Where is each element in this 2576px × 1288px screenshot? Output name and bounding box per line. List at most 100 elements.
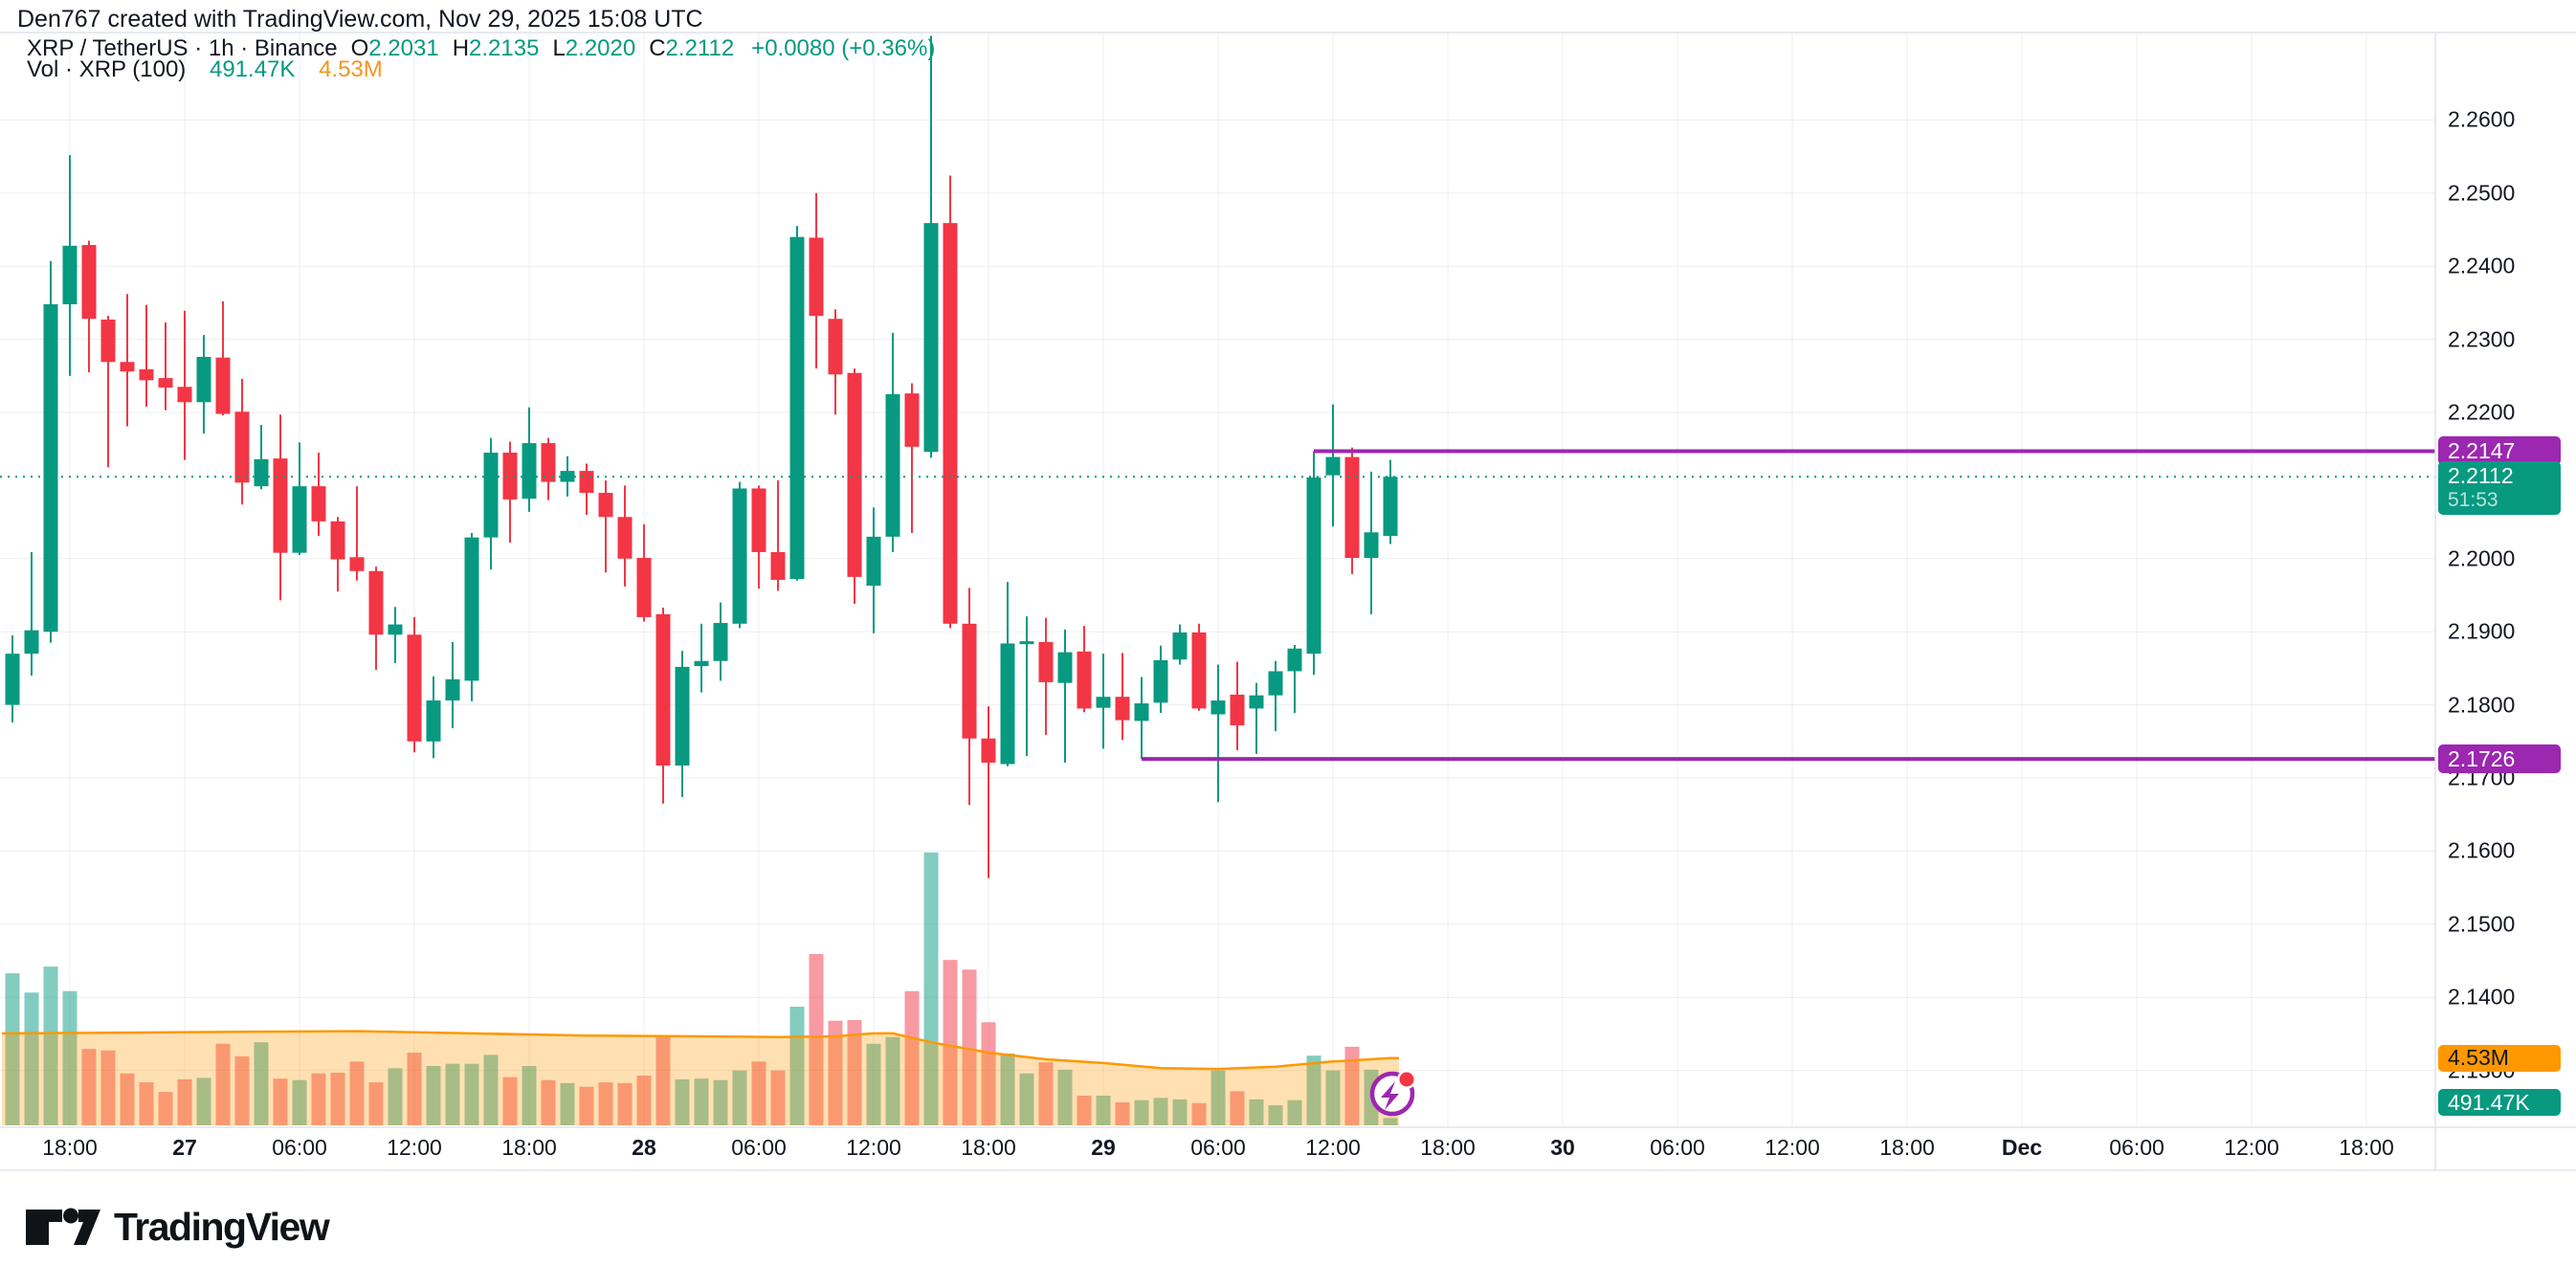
candle-body — [1096, 697, 1111, 708]
volume-bar — [1057, 1069, 1073, 1125]
volume-bar — [655, 1036, 671, 1125]
volume-bar — [713, 1079, 728, 1125]
volume-bar — [1134, 1099, 1149, 1125]
symbol-legend[interactable]: XRP / TetherUS · 1h · Binance O2.2031 H2.2… — [27, 35, 935, 62]
volume-bar — [215, 1043, 231, 1125]
volume-bar — [1115, 1101, 1130, 1125]
volume-bar — [196, 1077, 211, 1125]
volume-bar — [62, 990, 78, 1125]
last-price-badge: 2.2112 51:53 — [2438, 461, 2561, 516]
ohlc-label: C — [649, 35, 666, 61]
candle-body — [311, 486, 326, 522]
candle-body — [24, 630, 39, 655]
volume-bar — [81, 1049, 97, 1125]
tradingview-logo[interactable]: TradingView — [24, 1204, 330, 1250]
volume-bar — [330, 1072, 345, 1125]
time-axis-label: 18:00 — [501, 1135, 557, 1160]
candle-body — [5, 654, 20, 705]
candle-body — [445, 678, 460, 701]
volume-bar — [1077, 1096, 1092, 1125]
candle-body — [215, 357, 231, 414]
candle-body — [579, 471, 594, 494]
candle-body — [617, 517, 633, 559]
lightning-bolt-icon — [1381, 1081, 1399, 1110]
tradingview-logo-text: TradingView — [114, 1204, 330, 1249]
volume-bar — [407, 1053, 422, 1125]
candle-body — [732, 488, 747, 624]
volume-bar — [598, 1082, 613, 1125]
volume-bar — [1153, 1098, 1168, 1125]
candle-body — [598, 493, 613, 518]
volume-bar — [675, 1078, 690, 1125]
candle-body — [330, 521, 345, 560]
price-axis-label: 2.2000 — [2448, 545, 2516, 571]
candle-body — [120, 362, 135, 372]
volume-bar — [847, 1019, 862, 1125]
candle-body — [1115, 697, 1130, 721]
volume-indicator-title[interactable]: Vol · XRP (100) — [27, 56, 187, 82]
symbol-title[interactable]: XRP / TetherUS · 1h · Binance — [27, 35, 338, 61]
volume-bar — [636, 1076, 652, 1125]
candle-body — [234, 411, 250, 483]
candle-body — [866, 536, 881, 587]
volume-bar — [732, 1070, 747, 1125]
candle-body — [943, 223, 958, 624]
volume-bar — [1249, 1099, 1264, 1125]
ohlc-label: L — [552, 35, 566, 61]
candle-body — [81, 245, 97, 320]
candle-body — [1364, 532, 1379, 559]
volume-bar — [464, 1063, 479, 1125]
time-axis-label: 18:00 — [2339, 1135, 2394, 1160]
last-price-value: 2.2112 — [2448, 463, 2514, 489]
volume-bar — [158, 1092, 173, 1125]
volume-legend[interactable]: Vol · XRP (100) 491.47K 4.53M — [27, 56, 383, 83]
volume-bar — [120, 1073, 135, 1125]
tradingview-logo-icon — [26, 1208, 100, 1245]
bar-countdown: 51:53 — [2448, 489, 2498, 512]
candle-body — [1325, 456, 1341, 476]
volume-bar — [502, 1077, 518, 1125]
time-axis-label: 06:00 — [1190, 1135, 1246, 1160]
volume-value: 491.47K — [209, 56, 296, 82]
candle-body — [770, 551, 786, 580]
volume-bar — [445, 1063, 460, 1125]
volume-bar — [139, 1082, 154, 1125]
price-axis-label: 2.2500 — [2448, 180, 2516, 206]
time-axis-label: 18:00 — [1420, 1135, 1476, 1160]
candle-body — [904, 393, 920, 447]
volume-bar — [1191, 1102, 1207, 1125]
volume-bar — [1287, 1099, 1302, 1125]
volume-bar — [751, 1061, 766, 1125]
volume-bar — [1019, 1073, 1034, 1125]
price-axis-label: 2.1500 — [2448, 911, 2516, 937]
price-axis-label: 2.2400 — [2448, 253, 2516, 278]
volume-bar — [254, 1042, 269, 1125]
candle-body — [713, 623, 728, 661]
volume-bar — [1038, 1062, 1054, 1125]
candle-body — [1057, 652, 1073, 683]
time-axis-label: 27 — [172, 1135, 197, 1160]
alert-price-badge-low: 2.1726 — [2438, 744, 2561, 774]
time-axis-label: 12:00 — [1305, 1135, 1361, 1160]
ohlc-label: H — [452, 35, 470, 61]
volume-bar — [770, 1070, 786, 1125]
volume-bar — [100, 1050, 116, 1125]
volume-bar — [1325, 1070, 1341, 1125]
candle-body — [675, 666, 690, 766]
volume-bar — [617, 1082, 633, 1125]
candle-body — [1191, 632, 1207, 709]
volume-bar — [579, 1086, 594, 1125]
volume-ma-badge: 4.53M — [2438, 1044, 2561, 1072]
volume-bar — [5, 973, 20, 1125]
volume-bar — [292, 1079, 307, 1125]
ohlc-value: 2.2135 — [469, 35, 540, 61]
time-axis-label: 06:00 — [1650, 1135, 1705, 1160]
ohlc-value: 2.2112 — [665, 35, 735, 61]
candle-body — [981, 738, 996, 763]
volume-bar — [1172, 1099, 1188, 1125]
candle-body — [388, 624, 403, 635]
change-value: +0.0080 (+0.36%) — [751, 35, 936, 61]
candle-body — [1306, 477, 1321, 655]
candle-body — [273, 458, 288, 553]
